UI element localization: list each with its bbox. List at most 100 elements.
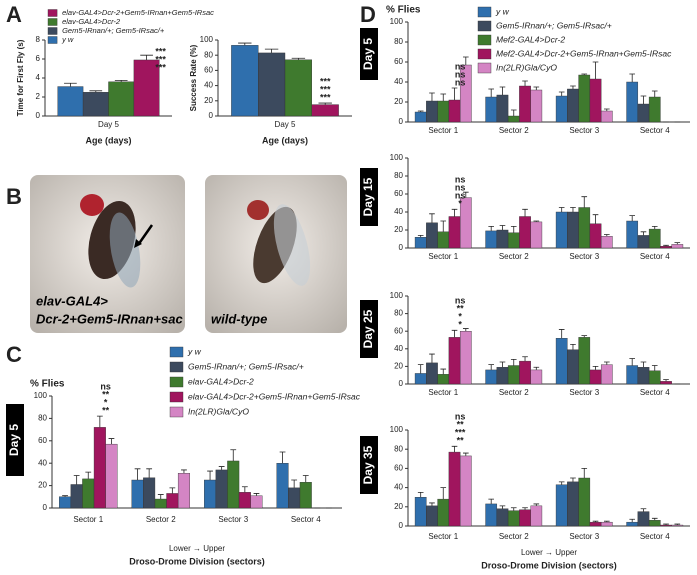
bar	[426, 362, 438, 385]
bar	[459, 455, 472, 527]
bar	[105, 443, 118, 509]
error-bar	[417, 235, 424, 238]
y-tick-label: 100	[390, 153, 404, 162]
bar	[288, 487, 301, 509]
bar	[519, 216, 531, 249]
x-tick-label: Sector 3	[569, 252, 599, 261]
bar	[530, 221, 543, 249]
y-axis-label: % Flies	[30, 379, 65, 390]
bar	[519, 360, 531, 385]
error-bar	[629, 215, 636, 221]
error-bar	[558, 481, 565, 485]
bar	[437, 374, 450, 385]
error-bar	[114, 79, 128, 82]
bar	[626, 220, 639, 249]
panel-title-box	[360, 28, 378, 80]
bar	[637, 235, 650, 249]
y-tick-label: 80	[394, 309, 403, 318]
y-tick-label: 40	[394, 77, 403, 86]
x-tick-label: Sector 1	[428, 252, 458, 261]
bar	[82, 478, 95, 509]
error-bar	[499, 225, 506, 230]
error-bar	[140, 54, 153, 60]
panel-title: Day 25	[361, 309, 375, 348]
y-tick-label: 60	[394, 464, 403, 473]
bar	[496, 508, 509, 527]
y-tick-label: 100	[390, 17, 404, 26]
bar	[589, 521, 602, 527]
bar	[496, 367, 509, 385]
significance-label: ***	[155, 63, 166, 73]
legend-label: elav-GAL4>Dcr-2+Gem5-IRnan+Gem5-IRsac	[62, 8, 214, 17]
bar	[414, 497, 427, 527]
bar	[426, 505, 438, 527]
x-tick-label: Sector 1	[73, 515, 103, 524]
error-bar	[318, 102, 332, 105]
error-bar	[279, 451, 286, 464]
legend-swatch	[477, 62, 492, 74]
error-bar	[169, 487, 176, 494]
error-bar	[522, 208, 528, 217]
legend-label: y w	[187, 346, 202, 356]
bar	[93, 427, 106, 509]
bar	[485, 369, 498, 385]
significance-label: **	[457, 436, 465, 446]
legend-label: In(2LR)Gla/CyO	[496, 62, 557, 72]
error-bar	[603, 234, 610, 237]
bar	[485, 230, 498, 249]
x-tick-label: Sector 3	[569, 126, 599, 135]
bar	[660, 524, 672, 527]
error-bar	[533, 503, 540, 506]
y-tick-label: 8	[36, 35, 41, 44]
bar	[555, 484, 568, 527]
error-bar	[146, 468, 153, 478]
y-tick-label: 60	[394, 326, 403, 335]
x-tick-label: Sector 1	[428, 388, 458, 397]
error-bar	[581, 468, 588, 478]
bar	[567, 211, 579, 249]
bar	[215, 469, 228, 509]
y-tick-label: 100	[390, 291, 404, 300]
error-bar	[462, 191, 469, 198]
error-bar	[558, 91, 565, 96]
error-bar	[558, 329, 565, 339]
error-bar	[499, 361, 506, 368]
x-tick-label: Sector 2	[146, 515, 176, 524]
bar	[437, 231, 450, 249]
x-axis-label: Age (days)	[262, 135, 308, 145]
bar	[299, 482, 312, 509]
x-axis-label: Droso-Drome Division (sectors)	[481, 560, 617, 570]
bar	[637, 367, 650, 385]
bar	[578, 477, 591, 527]
y-tick-label: 20	[394, 362, 403, 371]
y-tick-label: 0	[399, 117, 404, 126]
bar	[530, 505, 543, 527]
bar	[177, 473, 190, 509]
bar	[578, 74, 591, 123]
x-tick-label: Sector 3	[569, 532, 599, 541]
error-bar	[629, 73, 636, 82]
x-tick-label: Sector 4	[640, 388, 670, 397]
x-axis-label: Droso-Drome Division (sectors)	[129, 556, 265, 566]
error-bar	[570, 207, 576, 212]
error-bar	[440, 487, 447, 500]
legend-label: Mef2-GAL4>Dcr-2	[496, 34, 565, 44]
bar	[143, 477, 156, 509]
legend-label: Gem5-IRnan/+; Gem5-IRsac/+	[62, 26, 165, 35]
y-tick-label: 6	[36, 54, 41, 63]
error-bar	[640, 508, 647, 512]
bar	[204, 479, 217, 509]
y-tick-label: 0	[399, 243, 404, 252]
y-tick-label: 0	[399, 521, 404, 530]
y-tick-label: 2	[36, 92, 41, 101]
y-axis-label: Success Rate (%)	[189, 44, 198, 111]
bar	[131, 479, 144, 509]
x-tick-label: Sector 2	[499, 388, 529, 397]
bar	[660, 245, 672, 249]
error-bar	[108, 438, 115, 445]
significance-label: *	[458, 312, 462, 322]
bar	[459, 331, 472, 385]
x-tick-label: Sector 1	[428, 532, 458, 541]
bar	[507, 510, 520, 527]
